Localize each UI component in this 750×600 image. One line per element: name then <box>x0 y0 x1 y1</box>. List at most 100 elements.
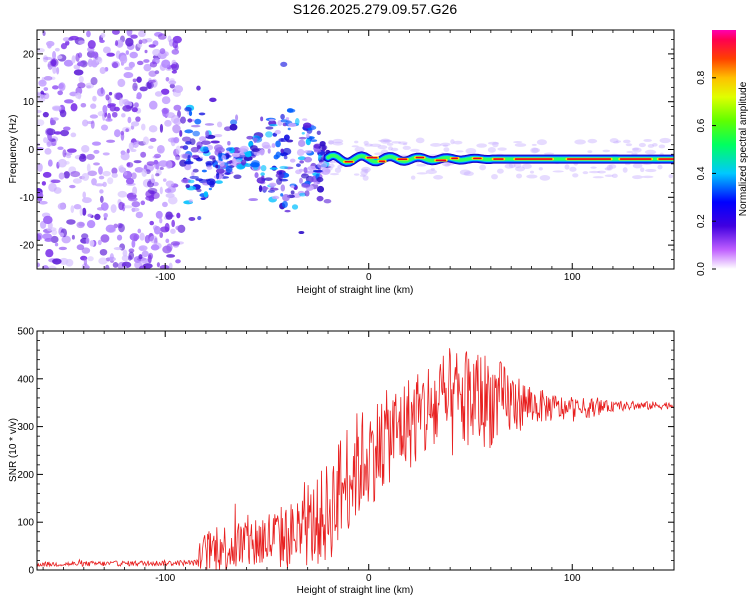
dispersed-blob <box>250 162 260 168</box>
snr-xtick-label: -100 <box>155 573 175 584</box>
dispersed-blob <box>276 177 283 185</box>
tone-haze <box>515 173 523 179</box>
dispersed-blob <box>304 190 310 197</box>
noise-blob <box>119 54 128 64</box>
noise-blob <box>159 264 170 269</box>
noise-blob <box>166 112 175 119</box>
noise-blob <box>97 239 102 246</box>
noise-blob <box>102 181 107 188</box>
noise-blob <box>133 160 142 164</box>
noise-blob <box>121 254 129 262</box>
noise-blob <box>37 119 45 126</box>
tone-haze <box>476 143 488 148</box>
tone-haze <box>623 139 631 144</box>
noise-blob <box>50 179 61 184</box>
colorbar-tick-label: 0.4 <box>696 166 707 180</box>
noise-blob <box>102 46 111 54</box>
noise-blob <box>99 189 104 194</box>
tone-haze <box>444 163 450 167</box>
tone-haze <box>416 172 428 175</box>
snr-xtick-label: 100 <box>564 573 581 584</box>
noise-blob <box>66 219 76 225</box>
noise-blob <box>128 197 138 202</box>
noise-blob <box>126 30 133 37</box>
noise-blob <box>171 48 180 55</box>
dispersed-blob <box>268 118 275 122</box>
noise-blob <box>60 43 67 50</box>
dispersed-blob <box>180 116 186 124</box>
noise-blob <box>169 83 175 89</box>
dispersed-blob <box>313 149 322 153</box>
noise-blob <box>123 71 134 79</box>
noise-blob <box>106 139 116 143</box>
noise-blob <box>56 55 63 60</box>
dispersed-blob <box>196 157 203 162</box>
noise-blob <box>41 181 46 186</box>
dispersed-blob <box>290 185 295 189</box>
dispersed-blob <box>248 198 259 202</box>
noise-blob <box>70 205 75 213</box>
noise-blob <box>102 152 110 156</box>
noise-blob <box>64 160 70 165</box>
tone-haze <box>513 163 522 169</box>
colorbar: 0.0 0.2 0.4 0.6 0.8 Normalized spectral ampl… <box>696 30 749 276</box>
noise-blob <box>158 160 169 168</box>
tone-haze <box>632 175 643 180</box>
noise-blob <box>59 257 69 265</box>
dispersed-blob <box>225 165 233 173</box>
noise-blob <box>175 225 182 231</box>
dispersed-blob <box>301 183 311 189</box>
tone-haze <box>597 170 607 174</box>
tone-haze <box>430 143 442 147</box>
noise-blob <box>171 219 175 228</box>
tone-haze <box>504 163 514 169</box>
noise-blob <box>118 97 124 107</box>
noise-blob <box>159 232 164 238</box>
tone-haze <box>574 139 586 145</box>
tone-haze <box>543 152 555 155</box>
dispersed-blob <box>205 160 214 166</box>
noise-blob <box>81 197 92 204</box>
tone-haze <box>361 166 371 173</box>
noise-blob <box>122 249 128 257</box>
noise-blob <box>171 70 177 74</box>
dispersed-blob <box>308 176 315 182</box>
noise-blob <box>131 201 141 208</box>
dispersed-blob <box>254 172 259 179</box>
noise-blob <box>105 224 116 233</box>
noise-blob <box>98 166 103 175</box>
tone-haze <box>564 164 570 170</box>
noise-blob <box>52 258 62 265</box>
tone-haze <box>626 150 634 154</box>
noise-blob <box>106 52 115 57</box>
dispersed-blob <box>298 230 305 235</box>
noise-blob <box>141 169 147 177</box>
dispersed-blob <box>259 149 265 156</box>
dispersed-blob <box>183 161 194 165</box>
tone-haze <box>363 140 369 145</box>
noise-blob <box>130 34 138 39</box>
noise-blob <box>129 51 138 59</box>
noise-blob <box>117 78 126 88</box>
spectrogram-xlabel: Height of straight line (km) <box>297 285 414 296</box>
dispersed-blob <box>302 118 308 122</box>
tone-haze <box>443 147 450 152</box>
spectrogram-xtick-label: -100 <box>155 272 175 283</box>
colorbar-ticks: 0.0 0.2 0.4 0.6 0.8 <box>696 70 716 276</box>
dispersed-blob <box>201 169 207 173</box>
dispersed-blob <box>307 165 318 171</box>
dispersed-blob <box>244 163 252 168</box>
noise-blob <box>155 173 160 177</box>
dispersed-blob <box>201 140 211 145</box>
dispersed-blob <box>189 138 196 146</box>
noise-blob <box>86 163 91 172</box>
noise-blob <box>132 186 138 196</box>
dispersed-blob <box>239 145 249 153</box>
dispersed-blob <box>212 157 216 163</box>
tone-haze <box>526 174 538 179</box>
noise-blob <box>161 107 170 115</box>
dispersed-blob <box>267 148 271 154</box>
tone-haze <box>386 142 394 146</box>
dispersed-blob <box>198 112 206 116</box>
